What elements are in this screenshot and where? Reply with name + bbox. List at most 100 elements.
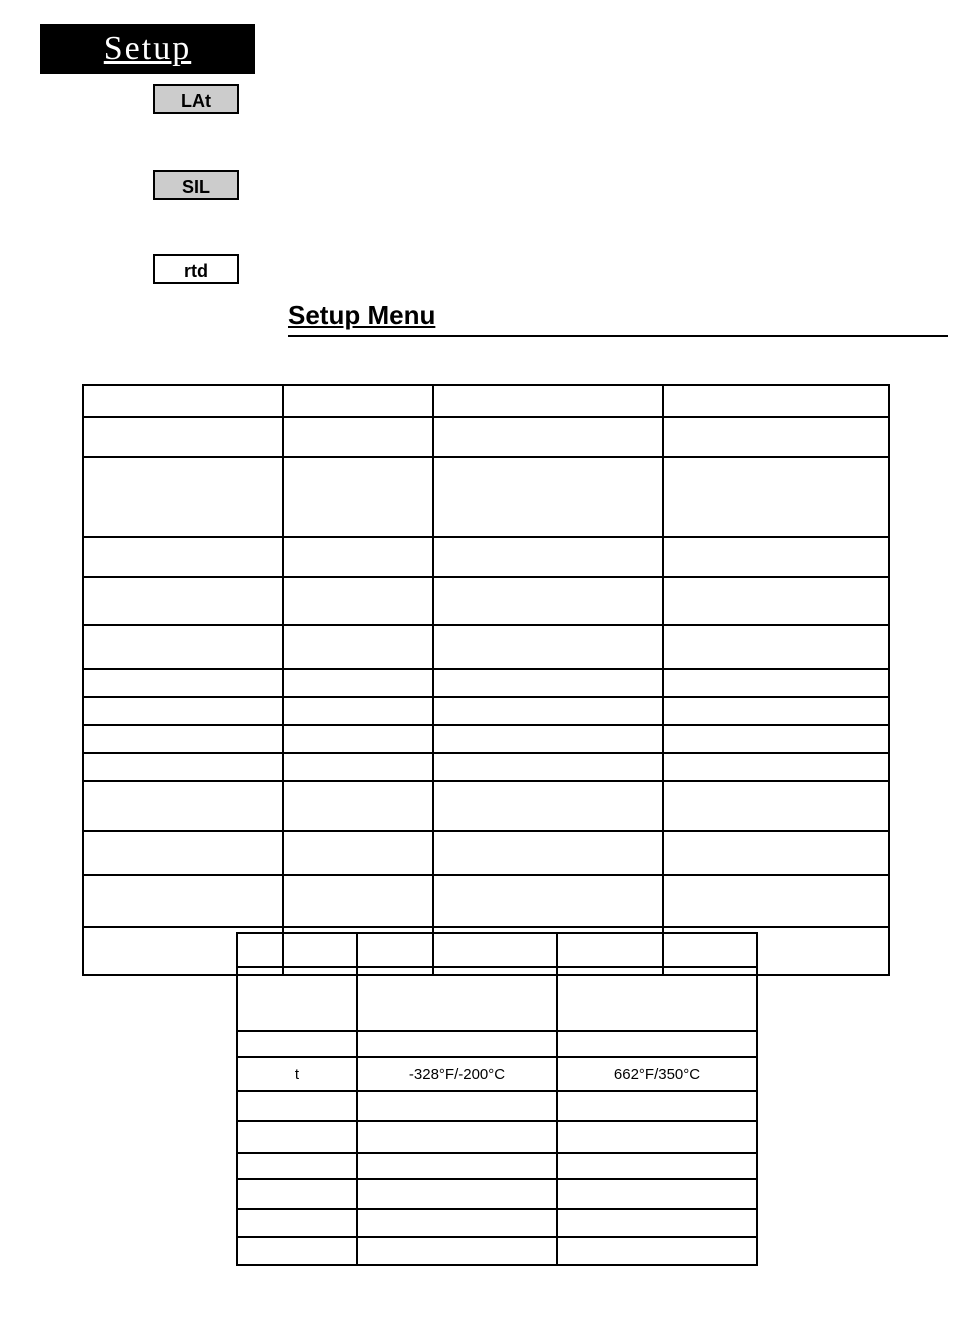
mnemonic-lat: LAt <box>153 84 239 114</box>
parameter-table <box>82 384 890 976</box>
table-cell <box>663 417 889 457</box>
table-cell <box>357 1121 557 1153</box>
table-cell <box>237 933 357 967</box>
sensor-range-table-body: t-328°F/-200°C662°F/350°C <box>237 933 757 1265</box>
table-cell <box>83 457 283 537</box>
table-cell <box>433 537 663 577</box>
table-row <box>83 831 889 875</box>
table-cell <box>663 669 889 697</box>
table-cell <box>237 967 357 1031</box>
table-cell: t <box>237 1057 357 1091</box>
table-row <box>83 725 889 753</box>
table-row <box>83 875 889 927</box>
table-cell <box>433 781 663 831</box>
table-row <box>237 1031 757 1057</box>
table-cell <box>283 457 433 537</box>
table-row <box>83 669 889 697</box>
table-cell <box>557 967 757 1031</box>
table-row <box>237 933 757 967</box>
table-row <box>83 417 889 457</box>
table-cell <box>557 933 757 967</box>
table-cell <box>433 577 663 625</box>
table-cell <box>663 781 889 831</box>
table-cell <box>557 1031 757 1057</box>
table-row: t-328°F/-200°C662°F/350°C <box>237 1057 757 1091</box>
table-cell <box>83 753 283 781</box>
table-cell <box>663 577 889 625</box>
table-row <box>83 753 889 781</box>
table-cell <box>357 933 557 967</box>
table-cell <box>433 385 663 417</box>
table-cell: -328°F/-200°C <box>357 1057 557 1091</box>
table-cell <box>557 1237 757 1265</box>
table-row <box>237 1121 757 1153</box>
table-cell <box>283 781 433 831</box>
table-cell <box>357 967 557 1031</box>
table-cell <box>283 831 433 875</box>
table-cell <box>357 1153 557 1179</box>
table-cell <box>433 417 663 457</box>
mnemonic-sil: SIL <box>153 170 239 200</box>
table-cell <box>357 1209 557 1237</box>
table-cell <box>663 875 889 927</box>
table-cell <box>83 725 283 753</box>
table-cell <box>283 669 433 697</box>
table-row <box>237 1091 757 1121</box>
sensor-range-table: t-328°F/-200°C662°F/350°C <box>236 932 758 1266</box>
table-cell: 662°F/350°C <box>557 1057 757 1091</box>
table-cell <box>357 1031 557 1057</box>
table-row <box>237 1209 757 1237</box>
table-cell <box>83 781 283 831</box>
table-cell <box>283 725 433 753</box>
table-cell <box>83 831 283 875</box>
table-cell <box>357 1091 557 1121</box>
table-cell <box>283 577 433 625</box>
table-cell <box>433 669 663 697</box>
table-cell <box>663 831 889 875</box>
table-cell <box>557 1179 757 1209</box>
table-cell <box>663 625 889 669</box>
table-row <box>83 457 889 537</box>
table-row <box>237 967 757 1031</box>
table-cell <box>237 1153 357 1179</box>
table-row <box>83 781 889 831</box>
table-cell <box>237 1179 357 1209</box>
table-cell <box>283 417 433 457</box>
table-cell <box>83 577 283 625</box>
table-cell <box>83 537 283 577</box>
table-cell <box>83 417 283 457</box>
table-cell <box>283 875 433 927</box>
table-row <box>83 577 889 625</box>
table-cell <box>283 697 433 725</box>
table-cell <box>283 385 433 417</box>
table-row <box>83 537 889 577</box>
table-cell <box>433 625 663 669</box>
table-cell <box>283 625 433 669</box>
page: Setup LAt SIL rtd Setup Menu t-328°F/-20… <box>0 0 954 1339</box>
table-cell <box>433 753 663 781</box>
table-cell <box>663 725 889 753</box>
table-cell <box>283 537 433 577</box>
table-cell <box>663 537 889 577</box>
table-cell <box>83 669 283 697</box>
table-cell <box>557 1209 757 1237</box>
table-cell <box>83 385 283 417</box>
table-cell <box>557 1091 757 1121</box>
parameter-table-body <box>83 385 889 975</box>
table-row <box>83 697 889 725</box>
setup-menu-heading: Setup Menu <box>288 300 908 331</box>
table-cell <box>663 385 889 417</box>
table-cell <box>433 697 663 725</box>
table-cell <box>663 457 889 537</box>
setup-header: Setup <box>40 24 255 74</box>
table-cell <box>237 1209 357 1237</box>
table-row <box>83 385 889 417</box>
table-cell <box>663 697 889 725</box>
table-cell <box>433 457 663 537</box>
table-cell <box>557 1121 757 1153</box>
table-cell <box>357 1237 557 1265</box>
table-cell <box>83 875 283 927</box>
table-cell <box>433 831 663 875</box>
table-cell <box>433 875 663 927</box>
table-cell <box>283 753 433 781</box>
